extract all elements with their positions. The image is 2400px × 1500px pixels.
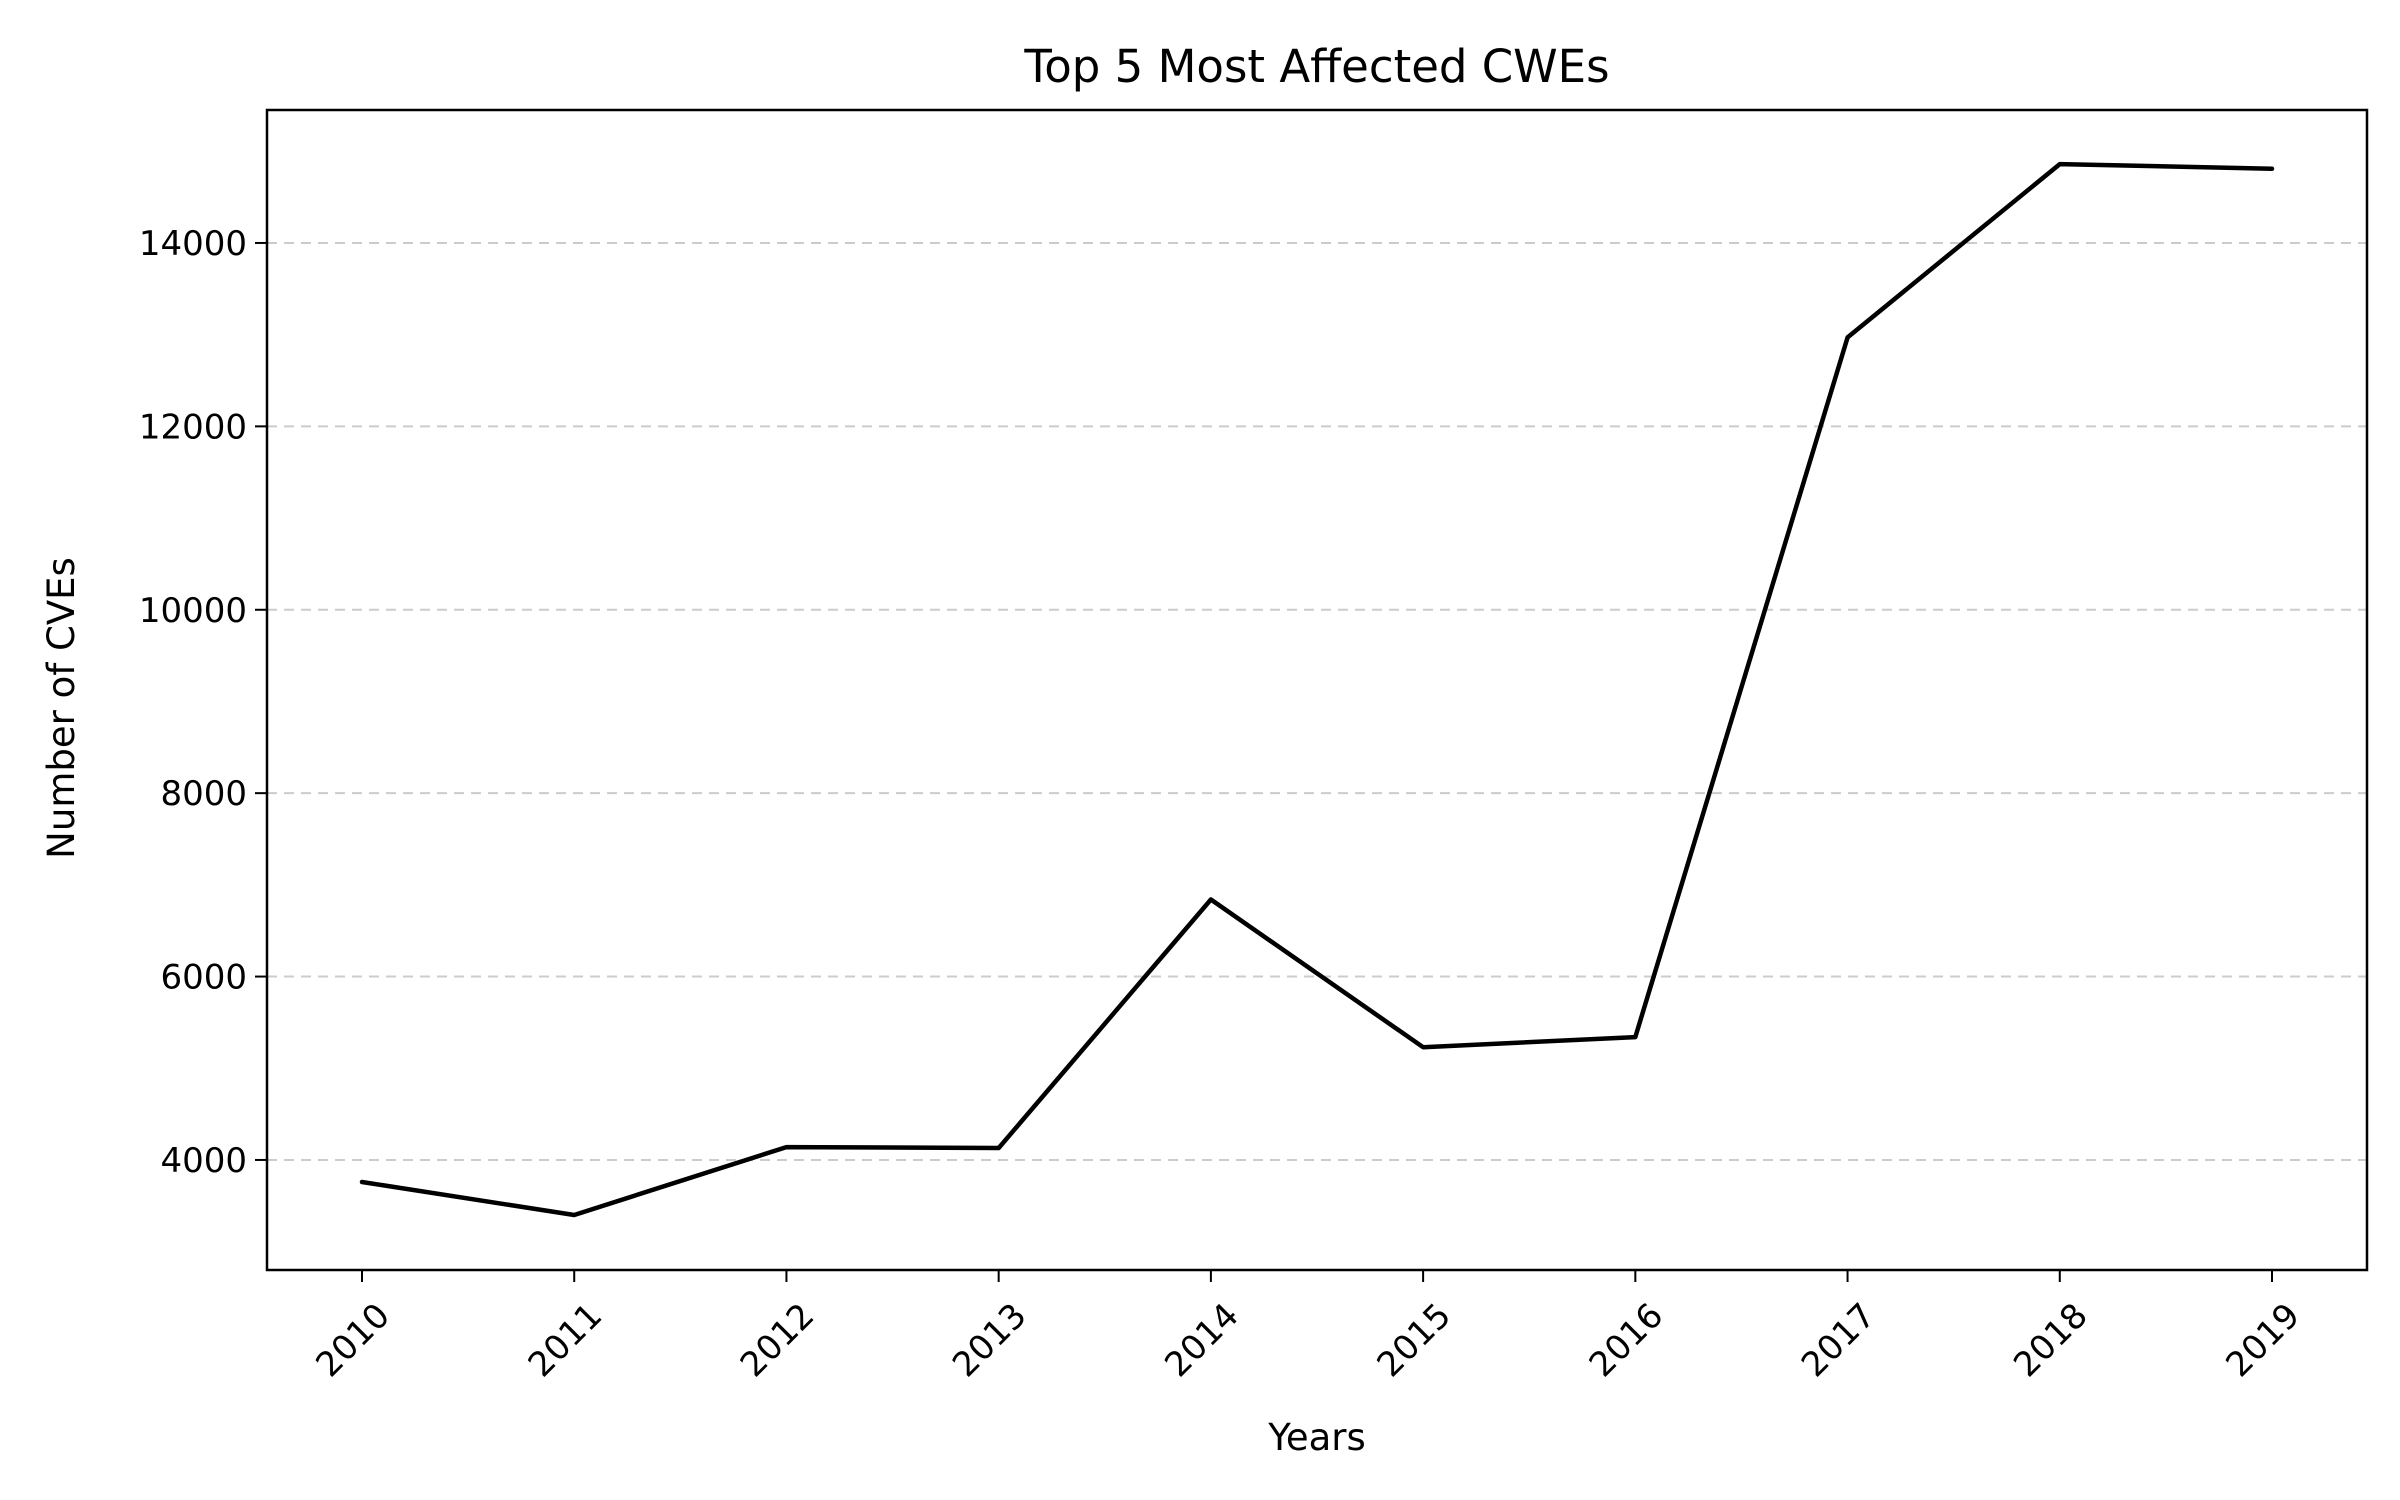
- x-axis-ticks: 2010 2011 2012 2013 2014 2015 2016 2017 2018 2019: [308, 1270, 2308, 1385]
- y-tick-label: 4000: [160, 1141, 247, 1181]
- y-tick-label: 10000: [139, 591, 247, 631]
- y-tick-label: 8000: [160, 774, 247, 814]
- x-tick-label: 2011: [521, 1296, 610, 1385]
- x-tick-label: 2019: [2218, 1296, 2307, 1385]
- y-tick-label: 12000: [139, 407, 247, 447]
- y-tick-label: 6000: [160, 958, 247, 998]
- x-tick-label: 2015: [1370, 1296, 1459, 1385]
- x-axis-label: Years: [1267, 1416, 1366, 1459]
- y-tick-label: 14000: [139, 224, 247, 264]
- series-line: [359, 161, 2275, 1218]
- x-tick-label: 2018: [2006, 1296, 2095, 1385]
- x-tick-label: 2012: [733, 1296, 822, 1385]
- x-tick-label: 2016: [1582, 1296, 1671, 1385]
- series-layer: [359, 161, 2275, 1218]
- chart-title: Top 5 Most Affected CWEs: [1023, 40, 1609, 93]
- grid-lines: [267, 241, 2367, 1161]
- y-axis-ticks: 4000 6000 8000 10000 12000 14000: [139, 224, 267, 1181]
- x-tick-label: 2014: [1157, 1296, 1246, 1385]
- x-tick-label: 2017: [1794, 1296, 1883, 1385]
- plot-frame: [265, 108, 2369, 1272]
- y-axis-label: Number of CVEs: [40, 557, 83, 859]
- x-tick-label: 2013: [945, 1296, 1034, 1385]
- x-tick-label: 2010: [308, 1296, 397, 1385]
